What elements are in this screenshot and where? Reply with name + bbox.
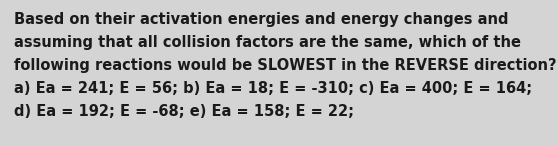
Text: a) Ea = 241; E = 56; b) Ea = 18; E = -310; c) Ea = 400; E = 164;: a) Ea = 241; E = 56; b) Ea = 18; E = -31… <box>14 81 532 96</box>
Text: Based on their activation energies and energy changes and: Based on their activation energies and e… <box>14 12 508 27</box>
Text: d) Ea = 192; E = -68; e) Ea = 158; E = 22;: d) Ea = 192; E = -68; e) Ea = 158; E = 2… <box>14 104 354 119</box>
Text: following reactions would be SLOWEST in the REVERSE direction?: following reactions would be SLOWEST in … <box>14 58 557 73</box>
Text: assuming that all collision factors are the same, which of the: assuming that all collision factors are … <box>14 35 521 50</box>
